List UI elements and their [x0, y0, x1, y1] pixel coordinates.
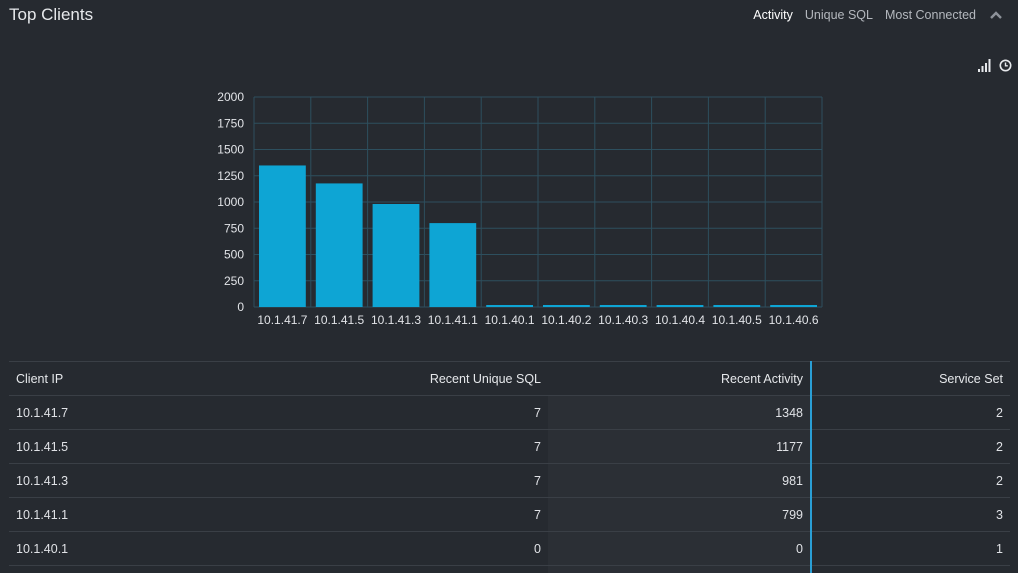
cell-service-set: 2 — [811, 395, 1010, 430]
cell-recent-unique-sql: 0 — [224, 531, 548, 566]
table-row[interactable]: 10.1.41.5 7 1177 2 — [9, 429, 1010, 464]
bar-10-1-40-1[interactable] — [486, 305, 533, 307]
col-header-client-ip[interactable]: Client IP — [9, 361, 224, 396]
table-row[interactable]: 10.1.41.1 7 799 3 — [9, 497, 1010, 532]
col-header-recent-unique-sql[interactable]: Recent Unique SQL — [224, 361, 548, 396]
cell-recent-activity: 1348 — [548, 395, 812, 430]
x-tick-label: 10.1.40.5 — [712, 313, 762, 327]
cell-client-ip: 10.1.41.1 — [9, 497, 224, 532]
table-row[interactable]: 10.1.40.1 0 0 1 — [9, 531, 1010, 566]
y-tick-label: 1750 — [217, 116, 244, 130]
bar-10-1-41-5[interactable] — [315, 183, 363, 307]
bar-10-1-40-6[interactable] — [770, 305, 817, 307]
bar-10-1-40-2[interactable] — [543, 305, 590, 307]
cell-service-set — [811, 565, 1010, 573]
x-tick-label: 10.1.41.1 — [428, 313, 478, 327]
cell-recent-activity — [548, 565, 812, 573]
top-clients-bar-chart: 0 250 500 750 1000 1250 1500 1750 2000 10.1.41.7 1… — [217, 90, 823, 327]
table-row[interactable]: 10.1.41.7 7 1348 2 — [9, 395, 1010, 430]
tab-activity[interactable]: Activity — [753, 8, 793, 22]
col-header-recent-activity[interactable]: Recent Activity — [548, 361, 812, 396]
tab-most-connected[interactable]: Most Connected — [884, 8, 976, 22]
view-tabs: Activity Unique SQL Most Connected — [741, 8, 1004, 22]
clock-icon[interactable] — [999, 59, 1012, 72]
cell-recent-unique-sql — [224, 565, 548, 573]
cell-recent-unique-sql: 7 — [224, 395, 548, 430]
x-tick-label: 10.1.41.5 — [314, 313, 364, 327]
signal-bars-icon[interactable] — [978, 59, 991, 72]
bar-10-1-40-3[interactable] — [599, 305, 647, 307]
x-tick-label: 10.1.40.6 — [769, 313, 819, 327]
table-row[interactable] — [9, 565, 1010, 573]
y-tick-label: 250 — [224, 274, 244, 288]
cell-recent-unique-sql: 7 — [224, 497, 548, 532]
x-tick-label: 10.1.41.3 — [371, 313, 421, 327]
cell-recent-unique-sql: 7 — [224, 463, 548, 498]
cell-client-ip: 10.1.41.7 — [9, 395, 224, 430]
top-clients-table: Client IP Recent Unique SQL Recent Activ… — [9, 361, 1010, 573]
table-row[interactable]: 10.1.41.3 7 981 2 — [9, 463, 1010, 498]
col-header-service-set[interactable]: Service Set — [811, 361, 1010, 396]
cell-recent-activity: 799 — [548, 497, 812, 532]
cell-service-set: 3 — [811, 497, 1010, 532]
y-tick-label: 1000 — [217, 195, 244, 209]
cell-recent-activity: 981 — [548, 463, 812, 498]
cell-client-ip — [9, 565, 224, 573]
y-tick-label: 1500 — [217, 143, 244, 157]
cell-service-set: 1 — [811, 531, 1010, 566]
y-tick-label: 500 — [224, 248, 244, 262]
y-tick-label: 0 — [237, 300, 244, 314]
bar-10-1-41-7[interactable] — [259, 165, 306, 307]
cell-recent-activity: 1177 — [548, 429, 812, 464]
cell-recent-unique-sql: 7 — [224, 429, 548, 464]
x-tick-label: 10.1.40.3 — [598, 313, 648, 327]
x-tick-label: 10.1.40.1 — [485, 313, 535, 327]
x-tick-label: 10.1.40.4 — [655, 313, 705, 327]
x-tick-label: 10.1.40.2 — [541, 313, 591, 327]
cell-service-set: 2 — [811, 463, 1010, 498]
bar-10-1-40-5[interactable] — [713, 305, 761, 307]
table-header-row: Client IP Recent Unique SQL Recent Activ… — [9, 361, 1010, 396]
cell-recent-activity: 0 — [548, 531, 812, 566]
x-tick-label: 10.1.41.7 — [257, 313, 307, 327]
bar-10-1-41-1[interactable] — [429, 223, 477, 307]
cell-service-set: 2 — [811, 429, 1010, 464]
tab-unique-sql[interactable]: Unique SQL — [804, 8, 873, 22]
cell-client-ip: 10.1.41.5 — [9, 429, 224, 464]
chevron-up-icon[interactable] — [988, 8, 1004, 22]
cell-client-ip: 10.1.40.1 — [9, 531, 224, 566]
y-tick-label: 1250 — [217, 169, 244, 183]
bar-10-1-41-3[interactable] — [372, 203, 420, 307]
cell-client-ip: 10.1.41.3 — [9, 463, 224, 498]
y-tick-label: 750 — [224, 221, 244, 235]
bar-10-1-40-4[interactable] — [656, 305, 704, 307]
y-tick-label: 2000 — [217, 90, 244, 104]
chart-tools — [970, 59, 1012, 72]
panel-title: Top Clients — [9, 5, 94, 24]
top-clients-table-wrap: Client IP Recent Unique SQL Recent Activ… — [9, 361, 1010, 573]
